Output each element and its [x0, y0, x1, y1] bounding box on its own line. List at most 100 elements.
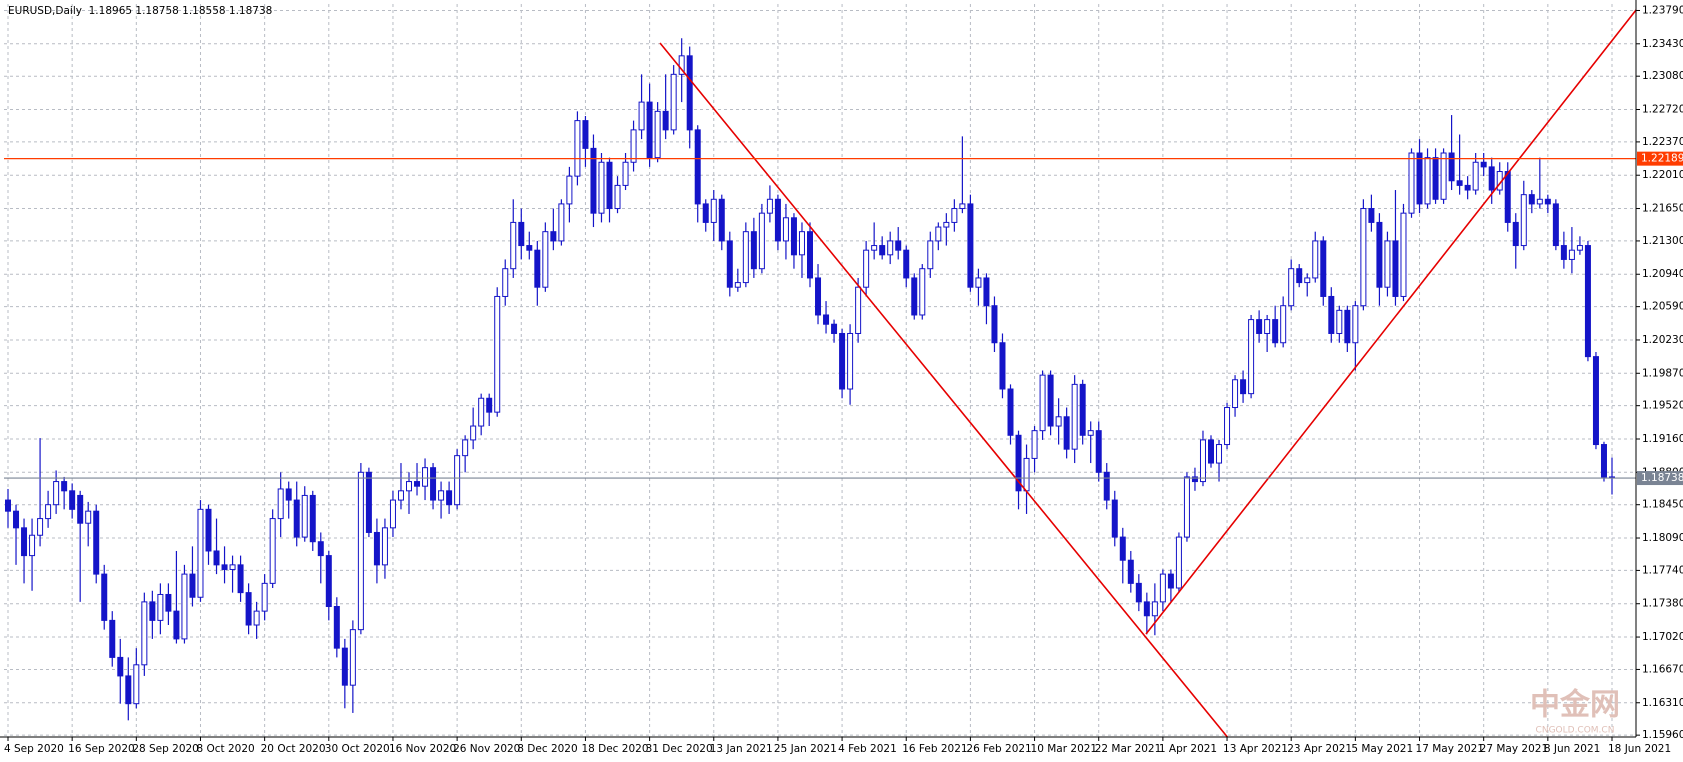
candle-body	[69, 490, 76, 510]
candle-body	[1560, 245, 1567, 260]
x-tick-label: 16 Feb 2021	[902, 743, 967, 755]
y-tick-label: 1.21650	[1642, 203, 1683, 215]
candle-body	[790, 217, 797, 256]
candle-body	[1448, 152, 1455, 182]
candle-body	[133, 664, 140, 705]
price-label-box	[1637, 151, 1683, 166]
candle-body	[863, 249, 870, 288]
candle-body	[774, 198, 781, 242]
candle-body	[1584, 245, 1591, 358]
candle-body	[726, 240, 733, 288]
candle-body	[606, 161, 613, 210]
candle-body	[1288, 268, 1295, 307]
candle-body	[1087, 430, 1094, 436]
candle-body	[566, 175, 573, 205]
candle-body	[510, 221, 517, 270]
candle-body	[1296, 268, 1303, 284]
candle-body	[662, 110, 669, 131]
candle-body	[654, 110, 661, 159]
candle-body	[13, 510, 20, 529]
y-tick-label: 1.20230	[1642, 334, 1683, 346]
candle-body	[1520, 194, 1527, 247]
y-tick-label: 1.16670	[1642, 663, 1683, 675]
x-tick-label: 25 Jan 2021	[774, 743, 837, 755]
candle-body	[798, 231, 805, 256]
candle-body	[237, 564, 244, 594]
candle-body	[397, 490, 404, 501]
candle-body	[141, 601, 148, 666]
candle-body	[149, 601, 156, 621]
candle-body	[309, 494, 316, 543]
candle-body	[293, 499, 300, 538]
candle-body	[189, 573, 196, 598]
candle-body	[1127, 559, 1134, 584]
x-tick-label: 23 Apr 2021	[1287, 743, 1352, 755]
candle-body	[1552, 203, 1559, 247]
y-tick-label: 1.19160	[1642, 433, 1683, 445]
x-tick-label: 28 Sep 2020	[132, 743, 199, 755]
candle-body	[21, 527, 28, 557]
candle-body	[502, 268, 509, 297]
y-tick-label: 1.16310	[1642, 697, 1683, 709]
candle-body	[550, 231, 557, 242]
candle-body	[454, 455, 461, 506]
candle-body	[1544, 198, 1551, 205]
candle-body	[1055, 416, 1062, 427]
candle-body	[1191, 476, 1198, 483]
x-tick-label: 16 Nov 2020	[389, 743, 456, 755]
y-tick-label: 1.17020	[1642, 631, 1683, 643]
candle-body	[1504, 171, 1511, 223]
candle-body	[831, 323, 838, 334]
candle-body	[710, 198, 717, 223]
candle-body	[37, 518, 44, 536]
candle-body	[943, 221, 950, 228]
candle-body	[1480, 161, 1487, 168]
candle-body	[29, 534, 36, 557]
candle-body	[1312, 240, 1319, 279]
candle-body	[1031, 430, 1038, 459]
candle-body	[1304, 277, 1311, 284]
x-tick-label: 17 May 2021	[1416, 743, 1484, 755]
candle-body	[991, 305, 998, 344]
candle-body	[847, 332, 854, 390]
candle-body	[975, 277, 982, 288]
watermark-sub: CNGOLD.COM.CN	[1536, 726, 1615, 736]
candle-body	[157, 593, 164, 621]
y-tick-label: 1.21300	[1642, 235, 1683, 247]
candle-body	[221, 564, 228, 570]
candle-body	[1199, 439, 1206, 483]
candle-body	[349, 629, 356, 686]
x-tick-label: 22 Mar 2021	[1095, 743, 1162, 755]
x-tick-label: 20 Oct 2020	[261, 743, 326, 755]
x-tick-label: 4 Sep 2020	[4, 743, 64, 755]
candle-body	[1280, 305, 1287, 344]
candle-body	[694, 129, 701, 205]
candle-body	[301, 494, 308, 538]
candle-body	[422, 467, 429, 487]
y-tick-label: 1.17740	[1642, 564, 1683, 576]
x-tick-label: 31 Dec 2020	[646, 743, 713, 755]
candle-body	[277, 488, 284, 520]
candle-body	[646, 101, 653, 159]
candle-body	[815, 277, 822, 316]
candle-body	[197, 508, 204, 598]
candle-body	[1007, 388, 1014, 436]
candle-body	[1015, 434, 1022, 492]
candle-body	[462, 439, 469, 457]
candle-body	[1079, 383, 1086, 436]
candle-body	[1568, 249, 1575, 260]
candle-body	[951, 208, 958, 223]
candle-body	[1023, 457, 1030, 492]
y-tick-label: 1.17380	[1642, 598, 1683, 610]
x-tick-label: 8 Oct 2020	[196, 743, 254, 755]
y-tick-label: 1.20940	[1642, 268, 1683, 280]
x-tick-label: 18 Jun 2021	[1608, 743, 1671, 755]
candle-body	[1424, 157, 1431, 205]
candle-body	[165, 593, 172, 612]
y-tick-label: 1.19870	[1642, 367, 1683, 379]
candle-body	[967, 203, 974, 288]
candle-body	[1536, 198, 1543, 205]
candle-body	[903, 249, 910, 279]
candle-body	[205, 508, 212, 552]
candle-body	[253, 610, 260, 626]
